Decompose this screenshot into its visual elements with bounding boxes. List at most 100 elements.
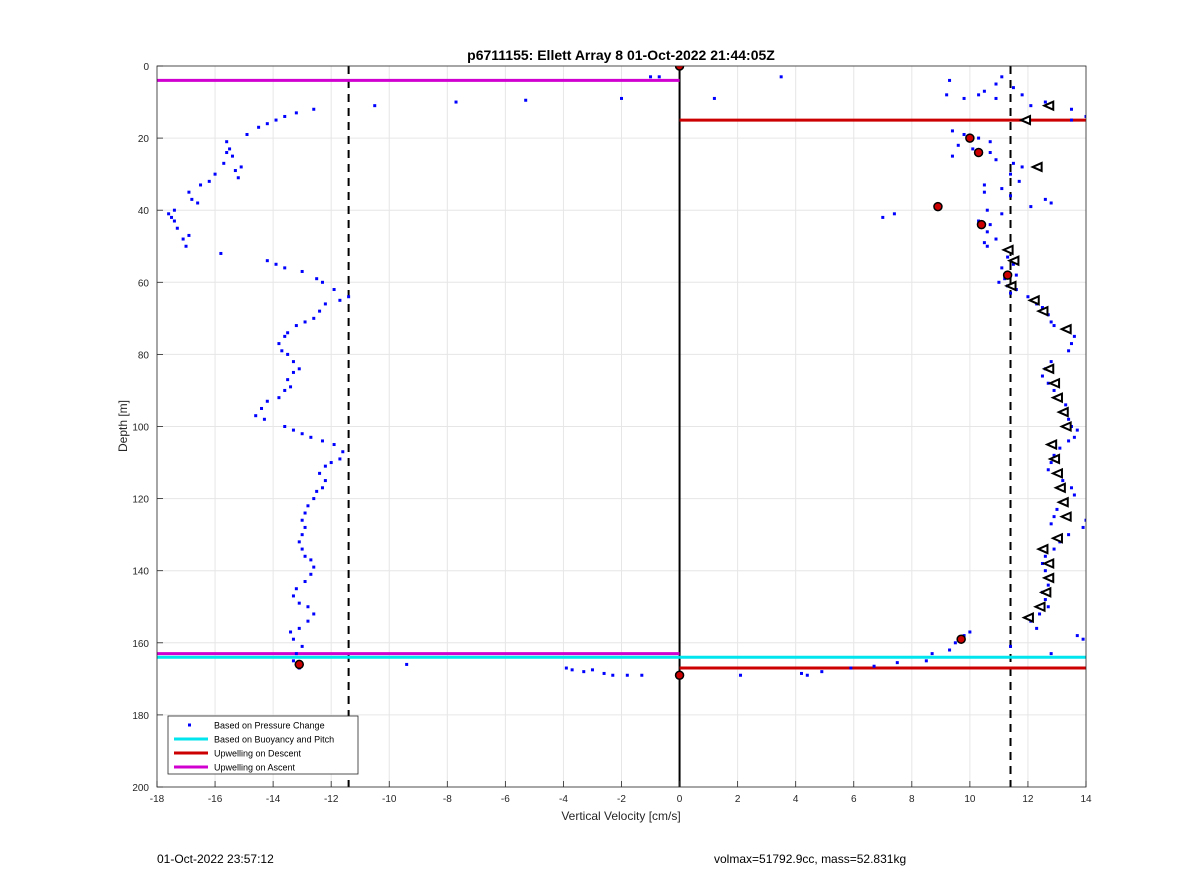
pressure-change-point — [924, 659, 928, 663]
pressure-change-point — [312, 497, 316, 501]
pressure-change-point — [948, 648, 952, 652]
buoyancy-point — [1047, 453, 1061, 465]
pressure-change-point — [872, 664, 876, 668]
pressure-change-point — [320, 486, 324, 490]
pressure-change-point — [1067, 349, 1071, 353]
pressure-change-point — [1072, 334, 1076, 338]
pressure-change-point — [320, 439, 324, 443]
pressure-change-point — [294, 652, 298, 656]
pressure-change-point — [1069, 107, 1073, 111]
pressure-change-point — [988, 223, 992, 227]
pressure-change-point — [1000, 75, 1004, 79]
pressure-change-point — [1061, 479, 1065, 483]
pressure-change-point — [300, 269, 304, 273]
pressure-change-point — [524, 98, 528, 102]
y-tick-label: 0 — [143, 62, 149, 73]
pressure-change-point — [265, 399, 269, 403]
pressure-change-point — [207, 179, 211, 183]
x-tick-label: 6 — [851, 794, 857, 805]
pressure-change-point — [649, 75, 653, 79]
pressure-change-point — [283, 334, 287, 338]
pressure-change-point — [1052, 453, 1056, 457]
pressure-change-point — [1081, 637, 1085, 641]
buoyancy-point — [1030, 161, 1043, 173]
pressure-change-point — [303, 320, 307, 324]
upwelling-lines — [157, 78, 1086, 670]
pressure-change-point — [948, 78, 952, 82]
pressure-change-point — [582, 670, 586, 674]
upwelling-descent-point — [956, 634, 966, 644]
pressure-change-point — [739, 673, 743, 677]
x-tick-label: 10 — [964, 794, 976, 805]
pressure-change-point — [341, 450, 345, 454]
pressure-change-point — [1049, 320, 1053, 324]
pressure-change-point — [1084, 518, 1086, 522]
y-tick-label: 60 — [138, 278, 150, 289]
buoyancy-point — [1004, 280, 1017, 292]
pressure-change-point — [303, 525, 307, 529]
legend: Based on Pressure Change Based on Buoyanc… — [167, 715, 359, 775]
pressure-change-point — [315, 277, 319, 281]
x-tick-label: -18 — [150, 794, 165, 805]
pressure-change-point — [1020, 93, 1024, 97]
pressure-change-point — [988, 151, 992, 155]
pressure-change-point — [1072, 493, 1076, 497]
pressure-change-point — [950, 129, 954, 133]
pressure-change-point — [985, 208, 989, 212]
pressure-change-point — [312, 612, 316, 616]
pressure-change-point — [225, 151, 229, 155]
pressure-change-point — [291, 370, 295, 374]
pressure-change-point — [1009, 194, 1013, 198]
pressure-change-point — [300, 644, 304, 648]
footer-summary: volmax=51792.9cc, mass=52.831kg — [714, 852, 907, 866]
pressure-change-point — [997, 280, 1001, 284]
pressure-change-point — [1087, 137, 1090, 140]
buoyancy-point — [1056, 406, 1069, 418]
pressure-change-point — [175, 226, 179, 230]
pressure-change-point — [289, 630, 293, 634]
pressure-change-point — [274, 118, 278, 122]
pressure-change-point — [323, 302, 327, 306]
y-tick-label: 80 — [138, 350, 150, 361]
pressure-change-point — [799, 671, 803, 675]
pressure-change-point — [1011, 262, 1015, 266]
pressure-change-point — [196, 201, 200, 205]
x-tick-label: 14 — [1080, 794, 1092, 805]
pressure-change-point — [277, 342, 281, 346]
pressure-change-point — [953, 641, 957, 645]
pressure-change-point — [640, 673, 644, 677]
pressure-change-point — [303, 511, 307, 515]
pressure-change-point — [1043, 197, 1047, 201]
pressure-change-point — [564, 666, 568, 670]
pressure-change-point — [297, 626, 301, 630]
pressure-change-point — [1064, 403, 1068, 407]
x-tick-label: -6 — [501, 794, 510, 805]
pressure-change-point — [254, 414, 258, 418]
pressure-change-point — [225, 140, 229, 144]
pressure-change-point — [1006, 255, 1010, 259]
pressure-change-point — [994, 82, 998, 86]
buoyancy-point — [1041, 363, 1055, 375]
pressure-change-point — [982, 89, 986, 93]
pressure-change-point — [994, 237, 998, 241]
pressure-change-point — [1009, 644, 1013, 648]
upwelling-descent-point — [965, 133, 975, 143]
buoyancy-point — [1050, 392, 1063, 404]
pressure-change-point — [300, 547, 304, 551]
pressure-change-point — [1067, 417, 1071, 421]
pressure-change-point — [274, 262, 278, 266]
pressure-change-point — [1052, 324, 1056, 328]
pressure-change-point — [977, 136, 981, 140]
pressure-change-point — [167, 212, 171, 216]
legend-label: Based on Pressure Change — [214, 721, 325, 731]
pressure-change-point — [297, 367, 301, 371]
y-tick-label: 20 — [138, 134, 150, 145]
pressure-change-point — [286, 378, 290, 382]
pressure-change-point — [1081, 525, 1085, 529]
buoyancy-point — [1041, 572, 1055, 584]
pressure-change-point — [454, 100, 458, 104]
buoyancy-point — [1035, 543, 1049, 555]
pressure-change-point — [294, 111, 298, 115]
pressure-change-point — [172, 219, 176, 223]
pressure-change-point — [233, 169, 237, 173]
